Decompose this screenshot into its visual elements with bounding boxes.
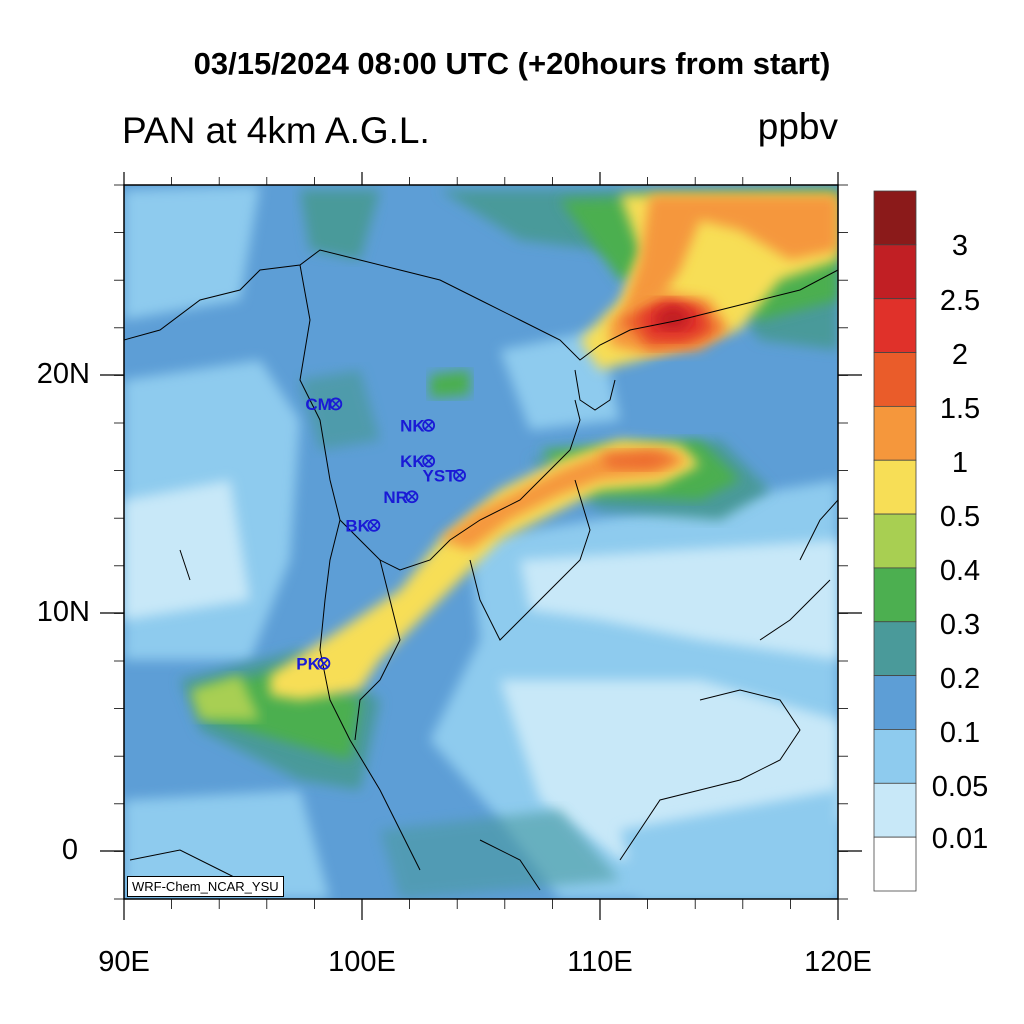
colorbar-swatch [873, 298, 917, 353]
colorbar-label: 0.4 [939, 555, 981, 587]
station-cross [424, 421, 434, 430]
colorbar-label: 0.3 [939, 609, 981, 641]
station-cross [331, 399, 341, 409]
station-nk: NK [400, 416, 436, 435]
colorbar-label: 2.5 [939, 285, 981, 317]
station-bk: BK [345, 516, 381, 535]
station-cross [424, 456, 434, 466]
station-label: PK [296, 654, 320, 673]
x-tick-label: 90E [98, 946, 150, 978]
station-cross [407, 492, 417, 502]
station-marker-icon [422, 454, 436, 468]
colorbar-swatch [873, 352, 917, 407]
concentration-field [124, 185, 838, 899]
station-marker-icon [329, 397, 343, 411]
colorbar-label: 0.5 [939, 501, 981, 533]
station-marker-icon [405, 490, 419, 504]
station-label: KK [400, 452, 425, 471]
colorbar-swatch [873, 190, 917, 246]
colorbar-label: 3 [951, 230, 969, 262]
station-label: YST [423, 466, 457, 485]
y-tick-label: 10N [36, 596, 90, 628]
map-frame [123, 184, 839, 900]
variable-label: PAN at 4km A.G.L. [122, 110, 430, 151]
y-tick-label: 0 [61, 834, 78, 866]
x-tick-label: 120E [804, 946, 872, 978]
colorbar-label: 0.2 [939, 663, 981, 695]
y-tick-label: 20N [36, 358, 90, 390]
colorbar-swatch [873, 405, 917, 461]
station-label: NR [383, 488, 408, 507]
colorbar-swatch [873, 782, 917, 838]
minor-ticks [114, 177, 848, 909]
station-marker-icon [367, 518, 381, 532]
colorbar-label: 2 [951, 339, 969, 371]
station-kk: KK [400, 452, 436, 471]
axis-ticks [100, 172, 862, 920]
model-credit: WRF-Chem_NCAR_YSU [127, 876, 284, 897]
colorbar-swatch [873, 513, 917, 569]
figure-title: 03/15/2024 08:00 UTC (+20hours from star… [193, 46, 831, 81]
station-cm: CM [305, 395, 343, 414]
colorbar-label: 0.05 [931, 771, 989, 803]
station-label: CM [305, 395, 331, 414]
colorbar [873, 190, 917, 892]
colorbar-swatch [873, 567, 917, 623]
station-cross [319, 659, 329, 668]
colorbar-label: 1 [951, 447, 969, 479]
station-label: NK [400, 416, 425, 435]
colorbar-swatch [873, 621, 917, 677]
colorbar-swatch [873, 244, 917, 300]
station-marker-icon [317, 656, 331, 670]
colorbar-swatch [873, 836, 917, 892]
station-pk: PK [296, 654, 331, 673]
station-cross [369, 520, 379, 530]
station-marker-icon [422, 418, 436, 432]
colorbar-swatch [873, 459, 917, 515]
station-yst: YST [423, 466, 466, 485]
x-tick-label: 100E [328, 946, 396, 978]
colorbar-swatch [873, 729, 917, 784]
colorbar-label: 1.5 [939, 393, 981, 425]
colorbar-label: 0.01 [931, 823, 989, 855]
units-label: ppbv [757, 106, 838, 147]
colorbar-swatch [873, 675, 917, 730]
station-marker-icon [453, 468, 466, 482]
station-cross [455, 470, 464, 480]
station-nr: NR [383, 488, 419, 507]
colorbar-label: 0.1 [939, 717, 981, 749]
station-label: BK [345, 516, 370, 535]
x-tick-label: 110E [567, 946, 633, 978]
